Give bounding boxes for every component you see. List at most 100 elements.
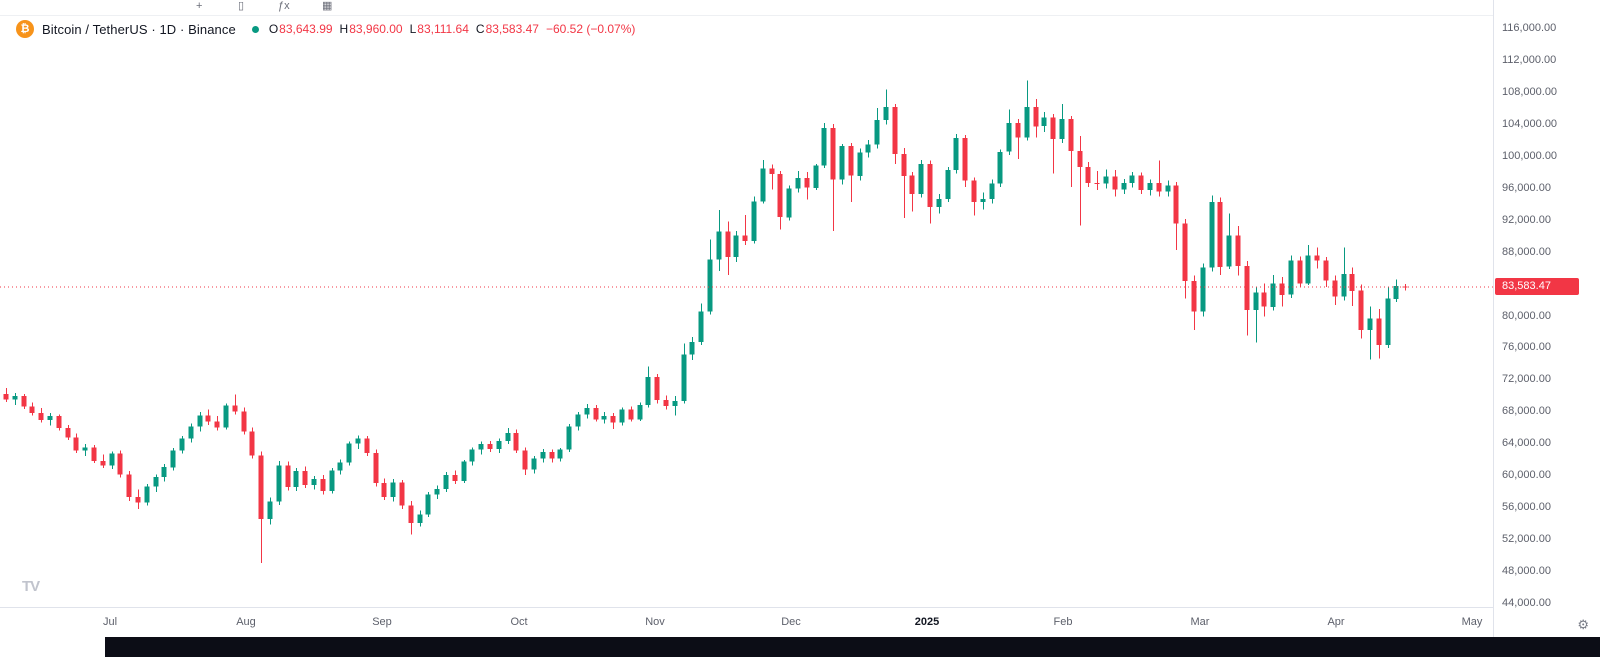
candle-up — [1253, 292, 1259, 310]
candle-up — [1209, 202, 1215, 268]
candle-up — [584, 408, 590, 415]
candle-down — [610, 416, 616, 423]
candle-down — [1077, 151, 1083, 167]
candle-down — [91, 447, 97, 461]
candle-up — [329, 470, 335, 492]
candle-down — [549, 452, 555, 459]
candle-up — [989, 183, 995, 199]
candle-up — [865, 144, 871, 153]
time-tick-label: Aug — [236, 616, 256, 628]
candle-down — [364, 438, 370, 453]
time-axis[interactable]: Jul Aug Sep Oct Nov Dec 2025 Feb Mar Apr May — [0, 607, 1493, 638]
candle-up — [355, 438, 361, 444]
candle-up — [1367, 318, 1373, 330]
price-tick-label: 88,000.00 — [1502, 246, 1551, 258]
candle-down — [373, 452, 379, 484]
candle-up — [751, 201, 757, 242]
candle-up — [1059, 119, 1065, 139]
price-tick-label: 80,000.00 — [1502, 310, 1551, 322]
candle-up — [733, 235, 739, 258]
time-tick-label: Mar — [1190, 616, 1210, 628]
candle-up — [478, 444, 484, 450]
candle-up — [417, 514, 423, 524]
candle-up — [153, 476, 159, 487]
candle-up — [716, 231, 722, 260]
candle-up — [170, 450, 176, 468]
price-tick-label: 60,000.00 — [1502, 469, 1551, 481]
chart-type-icon[interactable]: ▯ — [238, 0, 245, 12]
price-tick-label: 96,000.00 — [1502, 182, 1551, 194]
price-tick-label: 92,000.00 — [1502, 214, 1551, 226]
candle-down — [232, 405, 238, 412]
candle-up — [953, 138, 959, 171]
symbol-title[interactable]: Bitcoin / TetherUS · 1D · Binance — [42, 21, 236, 37]
candle-down — [1050, 117, 1056, 139]
candle-up — [469, 449, 475, 462]
candle-down — [214, 421, 220, 428]
candle-down — [742, 235, 748, 242]
time-tick-label: Sep — [372, 616, 392, 628]
compare-icon[interactable]: + — [196, 0, 203, 12]
candle-down — [258, 455, 264, 520]
candle-down — [1112, 176, 1118, 190]
candle-up — [1226, 235, 1232, 267]
candlestick-chart[interactable] — [0, 0, 1493, 637]
low-value: L83,111.64 — [409, 22, 469, 36]
candle-down — [487, 444, 493, 449]
candle-down — [725, 231, 731, 258]
indicators-icon[interactable]: ƒx — [278, 0, 290, 12]
candle-down — [1349, 274, 1355, 291]
candle-down — [593, 408, 599, 420]
price-axis[interactable]: 83,583.47 ⚙ 116,000.00 112,000.00 108,000.… — [1493, 0, 1600, 637]
candle-up — [883, 107, 889, 120]
candle-down — [1138, 175, 1144, 191]
tradingview-logo[interactable]: TV — [22, 578, 40, 595]
candle-up — [689, 341, 695, 355]
gear-icon[interactable]: ⚙ — [1577, 617, 1589, 632]
candle-down — [38, 412, 44, 421]
candle-down — [522, 450, 528, 470]
price-tick-label: 48,000.00 — [1502, 565, 1551, 577]
candle-down — [29, 406, 35, 413]
candle-down — [285, 465, 291, 488]
candle-up — [223, 405, 229, 428]
time-tick-label: Oct — [510, 616, 528, 628]
candle-down — [65, 428, 71, 438]
candle-down — [205, 415, 211, 422]
candle-up — [12, 396, 18, 400]
candle-down — [249, 431, 255, 456]
open-value: O83,643.99 — [268, 22, 333, 36]
candle-up — [874, 119, 880, 145]
candle-down — [901, 154, 907, 176]
candle-down — [1376, 318, 1382, 346]
candle-up — [997, 151, 1003, 184]
candle-down — [892, 107, 898, 155]
candle-down — [769, 168, 775, 175]
candle-up — [144, 486, 150, 503]
candle-up — [672, 401, 678, 406]
market-status-dot — [251, 25, 259, 33]
candle-up — [1041, 117, 1047, 127]
candle-down — [1173, 185, 1179, 224]
candle-up — [47, 416, 53, 421]
candle-down — [1279, 283, 1285, 295]
candle-down — [777, 174, 783, 218]
candle-down — [1182, 223, 1188, 282]
candle-up — [109, 453, 115, 466]
candle-up — [681, 354, 687, 401]
candle-down — [1323, 260, 1329, 281]
candle-up — [813, 165, 819, 188]
time-tick-year-label: 2025 — [914, 616, 940, 628]
price-tick-label: 68,000.00 — [1502, 405, 1551, 417]
candle-down — [927, 163, 933, 207]
time-tick-label: Apr — [1327, 616, 1345, 628]
layout-grid-icon[interactable]: ▦ — [322, 0, 333, 12]
time-tick-label: May — [1461, 616, 1483, 628]
time-tick-label: Feb — [1053, 616, 1073, 628]
candle-up — [293, 471, 299, 488]
candle-down — [663, 400, 669, 406]
candle-up — [1270, 283, 1276, 307]
candle-up — [601, 416, 607, 420]
candle-down — [628, 409, 634, 420]
candle-up — [82, 447, 88, 451]
